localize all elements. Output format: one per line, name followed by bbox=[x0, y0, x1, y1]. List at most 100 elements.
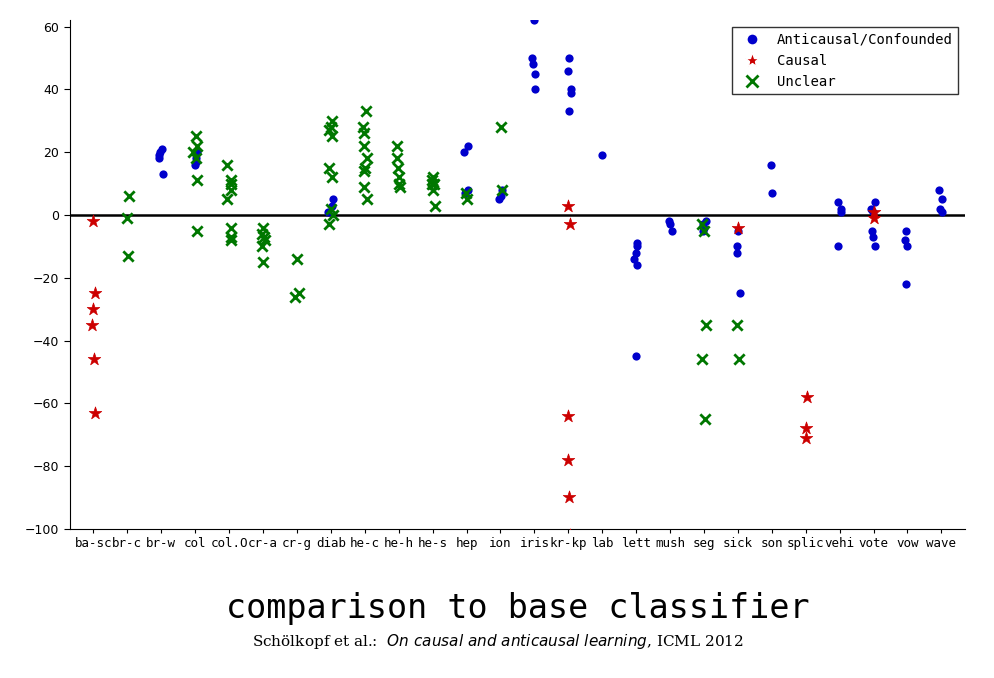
X-axis label: comparison to base classifier: comparison to base classifier bbox=[226, 592, 808, 625]
Point bbox=[255, 256, 271, 267]
Point bbox=[865, 213, 881, 224]
Point bbox=[390, 163, 406, 174]
Point bbox=[320, 125, 336, 136]
Point bbox=[155, 169, 171, 180]
Point bbox=[254, 222, 270, 233]
Point bbox=[695, 219, 711, 230]
Point bbox=[152, 146, 168, 157]
Point bbox=[320, 206, 336, 217]
Point bbox=[797, 433, 813, 443]
Point bbox=[426, 200, 442, 211]
Point bbox=[220, 194, 236, 205]
Point bbox=[189, 146, 205, 157]
Point bbox=[898, 225, 913, 236]
Point bbox=[188, 131, 204, 142]
Point bbox=[626, 254, 642, 264]
Point bbox=[256, 235, 272, 245]
Point bbox=[185, 146, 201, 157]
Point bbox=[424, 172, 440, 182]
Point bbox=[492, 121, 508, 132]
Point bbox=[356, 140, 372, 151]
Point bbox=[797, 423, 813, 434]
Point bbox=[187, 159, 203, 170]
Point bbox=[154, 144, 170, 155]
Point bbox=[729, 319, 745, 330]
Point bbox=[189, 175, 205, 186]
Point bbox=[696, 222, 712, 233]
Point bbox=[253, 241, 269, 252]
Point bbox=[84, 319, 100, 330]
Point bbox=[561, 219, 577, 230]
Point bbox=[223, 235, 239, 245]
Point bbox=[761, 159, 777, 170]
Point bbox=[561, 106, 577, 117]
Point bbox=[560, 454, 576, 465]
Text: Schölkopf et al.:  $\it{On\ causal\ and\ anticausal\ learning}$, ICML 2012: Schölkopf et al.: $\it{On\ causal\ and\ … bbox=[251, 632, 743, 651]
Point bbox=[560, 492, 576, 503]
Point bbox=[189, 140, 205, 151]
Point bbox=[863, 225, 879, 236]
Point bbox=[324, 115, 340, 126]
Point bbox=[863, 203, 879, 214]
Point bbox=[560, 410, 576, 421]
Point bbox=[867, 197, 883, 208]
Point bbox=[866, 241, 882, 252]
Point bbox=[320, 163, 336, 174]
Point bbox=[324, 131, 340, 142]
Point bbox=[188, 156, 204, 167]
Point bbox=[563, 84, 579, 95]
Point bbox=[188, 153, 204, 164]
Point bbox=[832, 206, 848, 217]
Point bbox=[697, 414, 713, 424]
Point bbox=[628, 241, 644, 252]
Point bbox=[219, 159, 235, 170]
Point bbox=[930, 184, 946, 195]
Point bbox=[323, 121, 339, 132]
Point bbox=[253, 228, 269, 239]
Point bbox=[223, 222, 239, 233]
Point bbox=[84, 304, 100, 315]
Point bbox=[899, 241, 914, 252]
Point bbox=[86, 407, 102, 418]
Point bbox=[458, 194, 474, 205]
Point bbox=[188, 153, 204, 164]
Point bbox=[355, 181, 371, 192]
Point bbox=[494, 184, 510, 195]
Point bbox=[628, 260, 644, 271]
Point bbox=[389, 140, 405, 151]
Point bbox=[628, 238, 644, 249]
Point bbox=[151, 153, 167, 164]
Legend: Anticausal/Confounded, Causal, Unclear: Anticausal/Confounded, Causal, Unclear bbox=[732, 27, 957, 94]
Point bbox=[456, 188, 472, 199]
Point bbox=[730, 225, 746, 236]
Point bbox=[425, 178, 441, 189]
Point bbox=[120, 191, 136, 201]
Point bbox=[223, 175, 239, 186]
Point bbox=[829, 197, 845, 208]
Point bbox=[424, 184, 440, 195]
Point bbox=[325, 194, 341, 205]
Point bbox=[356, 128, 372, 139]
Point bbox=[86, 288, 102, 299]
Point bbox=[358, 194, 374, 205]
Point bbox=[526, 15, 542, 26]
Point bbox=[224, 178, 240, 189]
Point bbox=[729, 247, 745, 258]
Point bbox=[223, 184, 239, 195]
Point bbox=[457, 188, 473, 199]
Point bbox=[355, 121, 371, 132]
Point bbox=[423, 175, 439, 186]
Point bbox=[865, 206, 881, 217]
Point bbox=[492, 191, 508, 201]
Point bbox=[323, 203, 339, 214]
Point bbox=[698, 216, 714, 226]
Point bbox=[832, 203, 848, 214]
Point bbox=[693, 354, 709, 365]
Point bbox=[286, 291, 302, 302]
Point bbox=[459, 184, 475, 195]
Point bbox=[697, 319, 713, 330]
Point bbox=[627, 247, 643, 258]
Point bbox=[324, 172, 340, 182]
Point bbox=[694, 219, 710, 230]
Point bbox=[290, 288, 306, 299]
